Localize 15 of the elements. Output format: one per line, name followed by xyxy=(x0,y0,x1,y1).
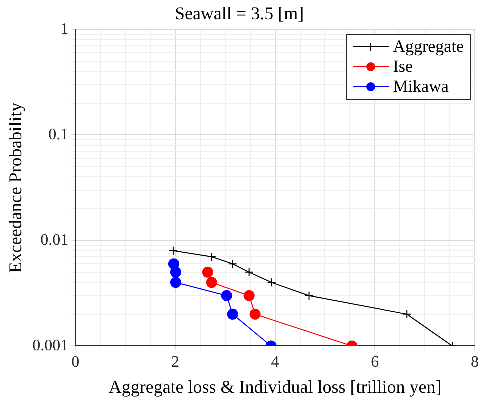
y-tick-label: 0.001 xyxy=(32,337,69,354)
y-axis-title: Exceedance Probability xyxy=(6,102,26,274)
y-tick-label: 0.01 xyxy=(40,232,69,249)
y-tick-label: 1 xyxy=(60,20,69,38)
legend-label: Ise xyxy=(393,57,414,77)
legend-label: Aggregate xyxy=(393,37,464,57)
x-tick-label: 6 xyxy=(371,354,380,372)
x-axis-title: Aggregate loss & Individual loss [trillion yen] xyxy=(108,376,442,397)
x-tick-label: 4 xyxy=(271,354,280,372)
legend-label: Mikawa xyxy=(393,77,449,97)
x-tick-label: 0 xyxy=(72,354,80,372)
chart-title: Seawall = 3.5 [m] xyxy=(174,4,304,24)
y-tick-label: 0.1 xyxy=(48,126,69,144)
x-tick-label: 8 xyxy=(471,354,479,372)
x-tick-label: 2 xyxy=(171,354,180,372)
